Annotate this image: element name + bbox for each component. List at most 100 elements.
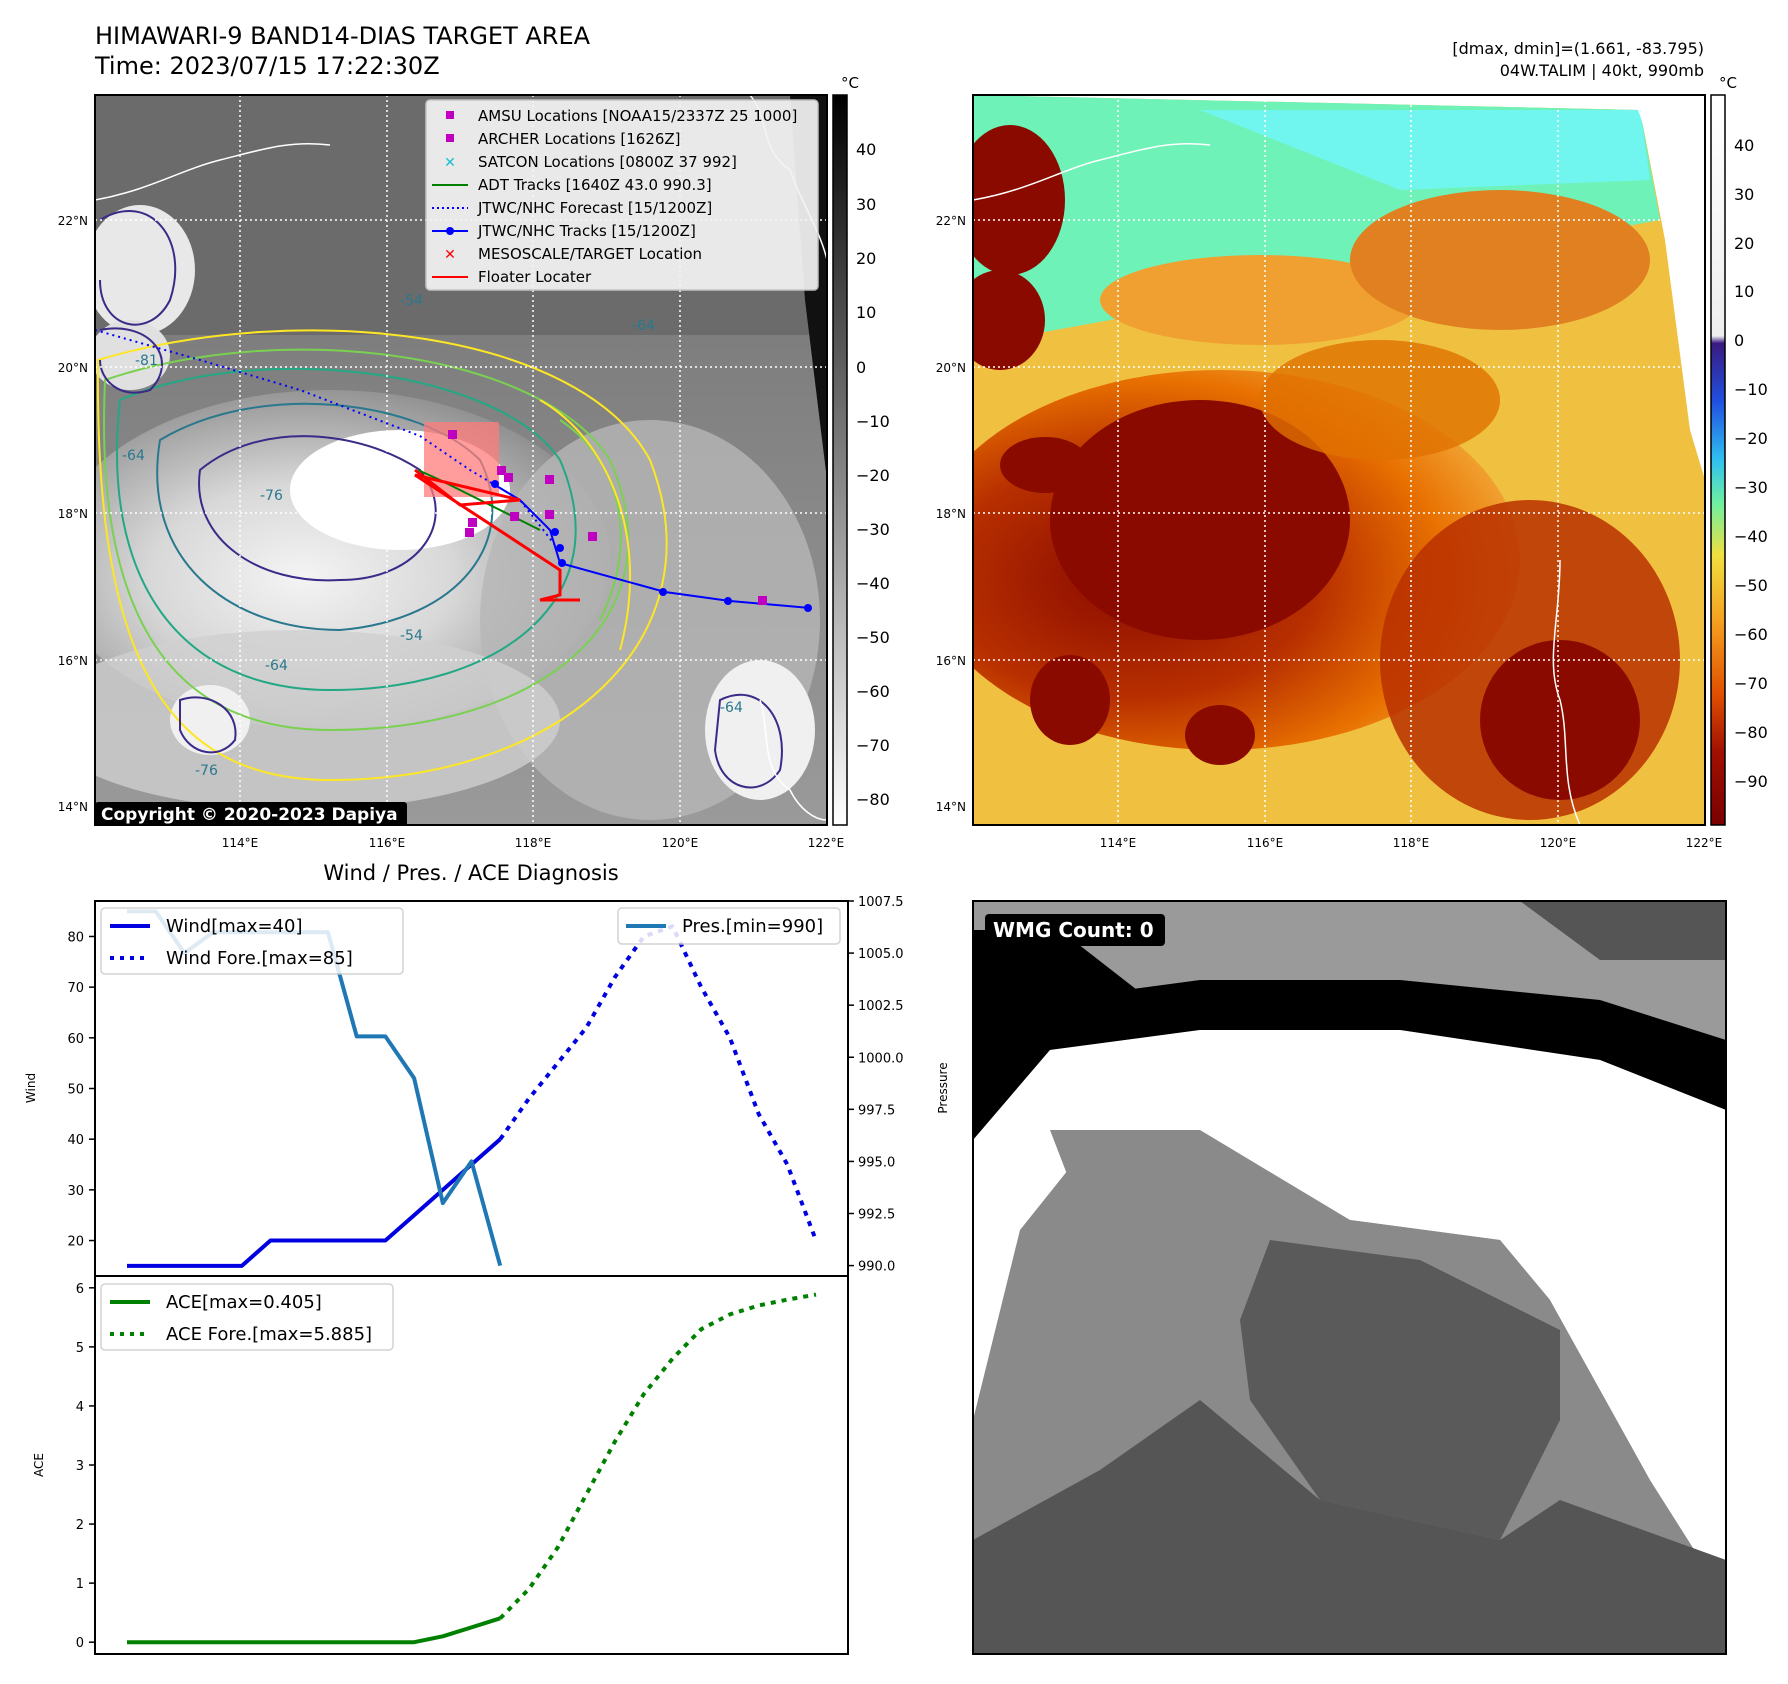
left-lat-label: 22°N xyxy=(58,214,88,228)
ace-tick-label: 6 xyxy=(76,1282,84,1297)
left-lat-label: 20°N xyxy=(58,361,88,375)
copyright-text: Copyright © 2020-2023 Dapiya xyxy=(101,805,398,825)
right-lon-label: 122°E xyxy=(1686,836,1723,850)
wmg-panel: WMG Count: 0 xyxy=(973,901,1726,1654)
right-lon-label: 118°E xyxy=(1393,836,1430,850)
pressure-tick-label: 1000.0 xyxy=(858,1051,904,1066)
right-cbar-tick: 0 xyxy=(1734,331,1744,350)
wind-legend-label: Wind[max=40] xyxy=(166,916,303,937)
wind-line xyxy=(127,1137,502,1268)
left-cbar-tick: −80 xyxy=(856,790,890,809)
pressure-tick-label: 997.5 xyxy=(858,1103,895,1118)
ace-fore-legend-label: ACE Fore.[max=5.885] xyxy=(166,1324,372,1345)
right-lat-label: 14°N xyxy=(936,800,966,814)
right-cbar-tick: 10 xyxy=(1734,282,1754,301)
right-lat-label: 20°N xyxy=(936,361,966,375)
left-cbar-tick: 40 xyxy=(856,140,876,159)
pressure-legend: Pres.[min=990] xyxy=(617,907,841,945)
wind-ylabel: Wind xyxy=(24,1073,38,1103)
wind-tick-label: 30 xyxy=(67,1184,84,1199)
pressure-tick-label: 1002.5 xyxy=(858,999,904,1014)
left-cbar-tick: −50 xyxy=(856,628,890,647)
left-cbar-tick: −70 xyxy=(856,736,890,755)
figure-time: Time: 2023/07/15 17:22:30Z xyxy=(94,52,440,80)
contour-label: -54 xyxy=(400,293,423,309)
wind-forecast-line xyxy=(498,924,818,1242)
pressure-legend-label: Pres.[min=990] xyxy=(682,916,823,937)
contour-label: -54 xyxy=(400,628,423,644)
left-colorbar xyxy=(832,94,848,826)
pressure-tick-label: 992.5 xyxy=(858,1208,895,1223)
left-lat-label: 16°N xyxy=(58,654,88,668)
legend-label: Floater Locater xyxy=(478,268,592,286)
wmg-count-label: WMG Count: 0 xyxy=(993,918,1154,942)
legend-label: SATCON Locations [0800Z 37 992] xyxy=(478,153,737,171)
right-cbar-tick: −30 xyxy=(1734,478,1768,497)
ace-legend: ACE[max=0.405] ACE Fore.[max=5.885] xyxy=(100,1283,394,1351)
figure-title: HIMAWARI-9 BAND14-DIAS TARGET AREA xyxy=(95,22,591,50)
wind-tick-label: 70 xyxy=(67,981,84,996)
ace-tick-label: 0 xyxy=(76,1636,84,1651)
wind-legend: Wind[max=40] Wind Fore.[max=85] xyxy=(100,907,404,975)
right-cbar-tick: −50 xyxy=(1734,576,1768,595)
ace-tick-label: 5 xyxy=(76,1341,84,1356)
contour-label: -64 xyxy=(265,658,288,674)
legend-label: MESOSCALE/TARGET Location xyxy=(478,245,702,263)
right-cbar-tick: −20 xyxy=(1734,429,1768,448)
left-cbar-tick: 10 xyxy=(856,303,876,322)
pressure-tick-label: 1005.0 xyxy=(858,947,904,962)
legend-label: JTWC/NHC Forecast [15/1200Z] xyxy=(477,199,712,217)
legend-label: AMSU Locations [NOAA15/2337Z 25 1000] xyxy=(478,107,797,125)
contour-label: -64 xyxy=(122,448,145,464)
legend-label: ADT Tracks [1640Z 43.0 990.3] xyxy=(478,176,712,194)
left-cbar-tick: −20 xyxy=(856,466,890,485)
right-cbar-tick: −90 xyxy=(1734,772,1768,791)
right-cbar-tick: −80 xyxy=(1734,723,1768,742)
pressure-axis-ticks: 990.0 992.5 995.0 997.5 1000.0 1002.5 1005.0 10… xyxy=(848,895,904,1275)
left-lon-label: 118°E xyxy=(515,836,552,850)
right-lon-label: 116°E xyxy=(1247,836,1284,850)
left-cbar-tick: −60 xyxy=(856,682,890,701)
left-cbar-unit: °C xyxy=(841,74,859,92)
ace-axis-ticks: 0 1 2 3 4 5 6 xyxy=(76,1282,95,1651)
dmax-dmin-label: [dmax, dmin]=(1.661, -83.795) xyxy=(1452,39,1704,58)
pressure-tick-label: 1007.5 xyxy=(858,895,904,910)
right-lat-label: 22°N xyxy=(936,214,966,228)
left-cbar-tick: −10 xyxy=(856,412,890,431)
wind-tick-label: 50 xyxy=(67,1083,84,1098)
left-lon-label: 116°E xyxy=(369,836,406,850)
right-lat-label: 18°N xyxy=(936,507,966,521)
legend-marker-jtwc-dot xyxy=(446,227,454,235)
ace-forecast-line xyxy=(498,1292,817,1620)
diag-title: Wind / Pres. / ACE Diagnosis xyxy=(323,861,618,885)
left-lat-label: 18°N xyxy=(58,507,88,521)
ace-ylabel: ACE xyxy=(32,1453,46,1477)
left-cbar-tick: 0 xyxy=(856,358,866,377)
contour-label: -64 xyxy=(720,700,743,716)
left-cbar-tick: −30 xyxy=(856,520,890,539)
ace-tick-label: 2 xyxy=(76,1518,84,1533)
left-cbar-tick: 30 xyxy=(856,195,876,214)
wind-tick-label: 40 xyxy=(67,1133,84,1148)
ace-tick-label: 1 xyxy=(76,1577,84,1592)
wind-tick-label: 20 xyxy=(67,1235,84,1250)
left-lon-label: 114°E xyxy=(222,836,259,850)
right-cbar-tick: −70 xyxy=(1734,674,1768,693)
left-cbar-tick: −40 xyxy=(856,574,890,593)
legend-marker-archer xyxy=(446,134,454,142)
right-lon-label: 120°E xyxy=(1540,836,1577,850)
contour-label: -76 xyxy=(260,488,283,504)
right-ir-map xyxy=(973,95,1705,825)
ace-line xyxy=(127,1616,501,1645)
wmg-count-box xyxy=(985,914,1165,946)
pressure-ylabel: Pressure xyxy=(936,1062,950,1113)
left-lat-label: 14°N xyxy=(58,800,88,814)
legend-marker-satcon: ✕ xyxy=(444,155,456,171)
ace-tick-label: 3 xyxy=(76,1459,84,1474)
contour-label: -81 xyxy=(135,353,158,369)
ace-tick-label: 4 xyxy=(76,1400,84,1415)
legend-label: JTWC/NHC Tracks [15/1200Z] xyxy=(477,222,696,240)
right-cbar-tick: −60 xyxy=(1734,625,1768,644)
right-cbar-unit: °C xyxy=(1719,74,1737,92)
